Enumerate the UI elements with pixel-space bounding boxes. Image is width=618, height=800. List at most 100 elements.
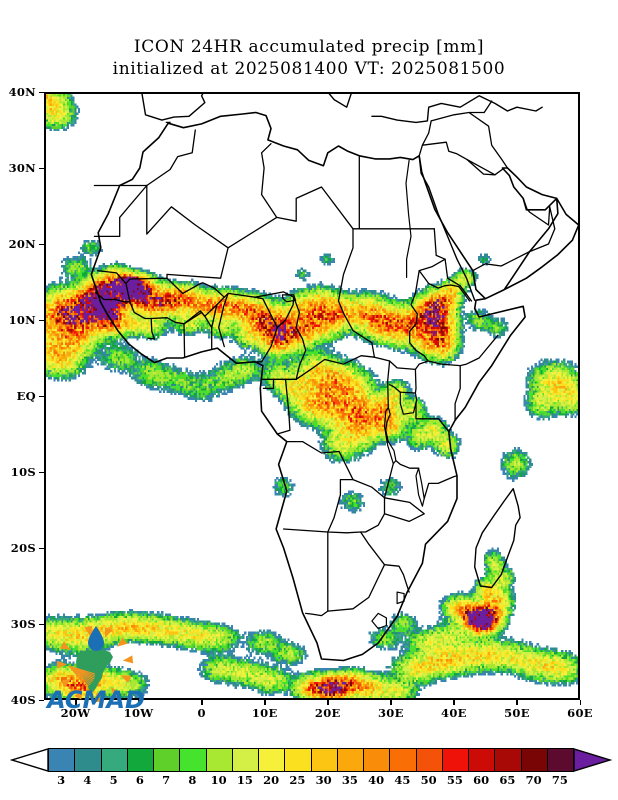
colorbar-swatch [284,748,312,772]
chart-title-line2: initialized at 2025081400 VT: 2025081500 [112,59,506,80]
x-axis-tick [516,700,518,705]
colorbar-under-arrow [10,748,49,772]
border-path [293,296,307,380]
colorbar-level-label: 3 [57,773,66,787]
colorbar-swatch [310,748,338,772]
colorbar-level-label: 6 [135,773,144,787]
colorbar-level-label: 65 [499,773,516,787]
y-axis-label-10n: 10N [8,313,36,327]
x-axis-tick [201,700,203,705]
border-path [522,197,551,226]
colorbar-level-label: 7 [162,773,171,787]
border-path [405,159,412,278]
colorbar-level-label: 4 [83,773,92,787]
colorbar-swatch [363,748,391,772]
border-path [218,292,229,348]
border-path [395,459,420,469]
colorbar-swatch [389,748,417,772]
border-path [418,258,471,302]
border-path [387,360,391,409]
x-axis-tick [75,700,77,705]
logo-triangle [60,641,71,650]
border-path [95,269,131,303]
y-axis-label-30n: 30N [8,161,36,175]
border-path [423,475,458,500]
colorbar-swatch [205,748,233,772]
x-axis-label-30e: 30E [377,706,404,720]
precip-contour-band [59,276,494,694]
colorbar-level-label: 30 [315,773,332,787]
precipitation-map-svg [44,92,580,700]
y-axis-label-eq: EQ [16,389,36,403]
x-axis-label-40e: 40E [441,706,467,720]
y-axis-label-10s: 10S [10,465,36,479]
logo-triangle [84,625,93,637]
colorbar-level-label: 25 [289,773,306,787]
x-axis-tick [579,700,581,705]
x-axis-label-20e: 20E [314,706,341,720]
logo-triangle [111,686,121,698]
colorbar: 3 4 5 6 7 8 10 15 20 25 30 35 40 45 50 55 60 65 70 75 [10,745,613,795]
x-axis-label-20w: 20W [60,706,91,720]
x-axis-label-50e: 50E [504,706,530,720]
colorbar-level-label: 15 [236,773,253,787]
border-path [383,497,425,523]
border-path [454,364,461,421]
border-path [150,317,186,358]
colorbar-level-label: 10 [210,773,227,787]
y-axis-tick [39,547,44,549]
colorbar-swatch [468,748,496,772]
precipitation-field [44,92,580,700]
border-path [183,304,218,325]
border-path [371,612,387,630]
border-path [141,92,353,121]
border-path [262,378,275,390]
x-axis-label-10e: 10E [251,706,278,720]
border-path [388,383,401,393]
border-path [276,433,354,533]
x-axis-label-0: 0 [197,706,206,720]
logo-triangle [56,660,68,669]
border-path [125,216,278,285]
border-path [383,406,397,465]
country-borders [90,92,580,662]
colorbar-swatch [441,748,469,772]
chart-title-line1: ICON 24HR accumulated precip [mm] [133,37,485,57]
colorbar-level-label: 45 [394,773,411,787]
border-path [305,610,329,617]
logo-triangle [93,691,102,703]
colorbar-level-label: 40 [368,773,385,787]
colorbar-level-label: 5 [109,773,118,787]
y-axis-tick [39,699,44,701]
y-axis-tick [39,91,44,93]
colorbar-swatch [126,748,154,772]
border-path [93,184,229,249]
border-path [396,591,405,605]
border-path [371,95,543,124]
colorbar-swatch [48,748,76,772]
border-path [433,228,473,302]
chart-title-block: ICON 24HR accumulated precip [mm] initia… [0,36,618,80]
border-path [418,120,432,157]
border-path [260,143,278,219]
border-path [281,294,297,303]
colorbar-swatch [153,748,181,772]
logo-fan-line [68,665,88,688]
y-axis-tick [39,395,44,397]
map-plot-area [44,92,580,700]
border-path [418,155,476,301]
colorbar-over-arrow [573,748,613,772]
border-path [472,250,531,272]
y-axis-tick [39,623,44,625]
water-drop-icon [88,626,104,651]
border-path [468,111,509,169]
border-path [146,129,196,187]
border-path [474,488,521,589]
colorbar-swatch [415,748,443,772]
border-path [528,206,556,253]
y-axis-tick [39,167,44,169]
y-axis-label-20n: 20N [8,237,36,251]
y-axis-label-40n: 40N [8,85,36,99]
colorbar-level-label: 60 [473,773,490,787]
